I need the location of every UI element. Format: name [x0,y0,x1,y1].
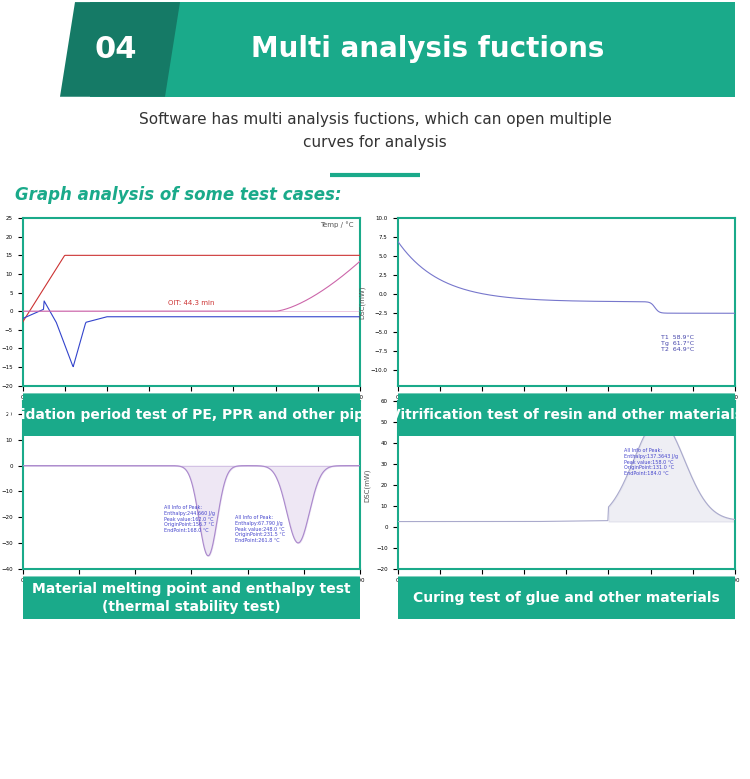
Text: Curing test of glue and other materials: Curing test of glue and other materials [413,591,720,605]
Text: Material melting point and enthalpy test
(thermal stability test): Material melting point and enthalpy test… [32,582,350,614]
Text: Oxidation period test of PE, PPR and other pipes: Oxidation period test of PE, PPR and oth… [0,408,382,421]
X-axis label: Temp / °C: Temp / °C [175,589,208,596]
FancyBboxPatch shape [384,393,748,436]
Y-axis label: DSC(mW): DSC(mW) [364,468,370,502]
Y-axis label: DSC(mW): DSC(mW) [358,285,365,319]
Text: Software has multi analysis fuctions, which can open multiple
curves for analysi: Software has multi analysis fuctions, wh… [139,112,611,150]
Text: All Info of Peak:
Enthalpy:137.3643 J/g
Peak value:158.0 °C
OriginPoint:131.0 °C: All Info of Peak: Enthalpy:137.3643 J/g … [624,448,678,476]
Text: Graph analysis of some test cases:: Graph analysis of some test cases: [15,185,341,204]
X-axis label: Temp / °C: Temp / °C [550,589,583,596]
Polygon shape [90,2,735,97]
Polygon shape [60,2,180,97]
FancyBboxPatch shape [9,393,374,436]
Text: All Info of Peak:
Enthalpy:244.660 J/g
Peak value:162.0 °C
OriginPoint:156.7 °C
: All Info of Peak: Enthalpy:244.660 J/g P… [164,505,215,534]
Text: OIT: 44.3 min: OIT: 44.3 min [168,300,214,306]
X-axis label: Time / min: Time / min [172,406,210,412]
Text: All Info of Peak:
Enthalpy:67.790 J/g
Peak value:248.0 °C
OriginPoint:231.5 °C
E: All Info of Peak: Enthalpy:67.790 J/g Pe… [236,515,285,543]
Text: Temp / °C: Temp / °C [320,221,353,228]
FancyBboxPatch shape [9,576,374,619]
Text: 04: 04 [95,35,137,64]
Text: Multi analysis fuctions: Multi analysis fuctions [251,35,604,63]
Text: T1  58.9°C
Tg  61.7°C
T2  64.9°C: T1 58.9°C Tg 61.7°C T2 64.9°C [661,336,694,352]
Text: Vitrification test of resin and other materials: Vitrification test of resin and other ma… [390,408,742,421]
FancyBboxPatch shape [384,576,748,619]
